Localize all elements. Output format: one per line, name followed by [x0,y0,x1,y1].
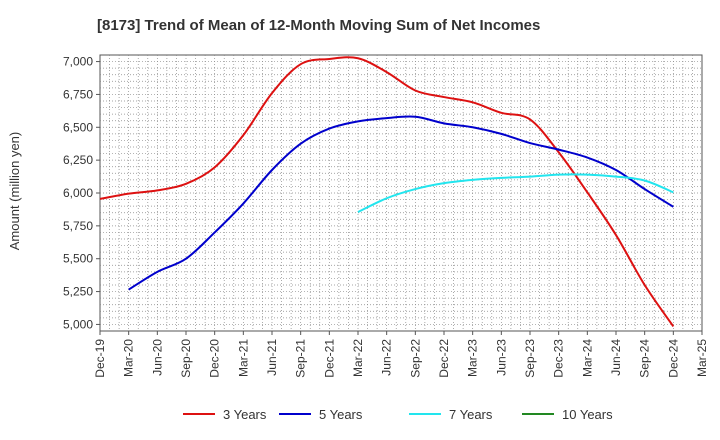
x-tick-label: Jun-23 [494,339,508,376]
y-tick-label: 6,500 [63,120,93,134]
y-axis: 5,000 5,250 5,500 5,750 6,000 6,250 6,500 6,750… [63,55,100,331]
x-tick-label: Sep-21 [294,339,308,378]
x-tick-label: Jun-22 [380,339,394,376]
x-tick-label: Dec-24 [666,339,680,378]
series-line-5-years [128,115,674,291]
x-tick-label: Sep-24 [638,339,652,378]
x-tick-label: Jun-21 [265,339,279,376]
legend-label-3-years: 3 Years [223,407,267,422]
y-tick-label: 6,250 [63,153,93,167]
x-axis: Dec-19 Mar-20 Jun-20 Sep-20 Dec-20 Mar-21 Jun-… [93,331,709,378]
y-tick-label: 5,500 [63,252,93,266]
x-tick-label: Mar-22 [351,339,365,377]
series-line-3-years [99,56,675,327]
x-tick-label: Mar-21 [236,339,250,377]
y-tick-label: 6,750 [63,87,93,101]
y-tick-label: 6,000 [63,186,93,200]
x-tick-label: Mar-20 [122,339,136,377]
x-tick-label: Sep-20 [179,339,193,378]
x-tick-label: Dec-21 [322,339,336,378]
x-tick-label: Sep-23 [523,339,537,378]
x-tick-label: Mar-23 [466,339,480,377]
y-axis-label: Amount (million yen) [7,132,22,251]
x-tick-label: Jun-24 [609,339,623,376]
y-tick-label: 5,250 [63,285,93,299]
x-tick-label: Sep-22 [408,339,422,378]
y-tick-label: 5,000 [63,317,93,331]
chart-title: [8173] Trend of Mean of 12-Month Moving … [97,17,540,34]
x-tick-label: Mar-24 [580,339,594,377]
x-tick-label: Dec-22 [437,339,451,378]
y-tick-label: 7,000 [63,55,93,69]
legend-label-10-years: 10 Years [562,407,613,422]
series-layer [99,56,675,327]
legend-label-5-years: 5 Years [319,407,363,422]
x-tick-label: Jun-20 [150,339,164,376]
legend: 3 Years 5 Years 7 Years 10 Years [183,407,613,422]
grid [100,55,702,331]
x-tick-label: Dec-19 [93,339,107,378]
y-tick-label: 5,750 [63,219,93,233]
x-tick-label: Dec-20 [208,339,222,378]
x-tick-label: Dec-23 [552,339,566,378]
x-tick-label: Mar-25 [695,339,709,377]
legend-label-7-years: 7 Years [449,407,493,422]
series-line-7-years [357,173,674,213]
